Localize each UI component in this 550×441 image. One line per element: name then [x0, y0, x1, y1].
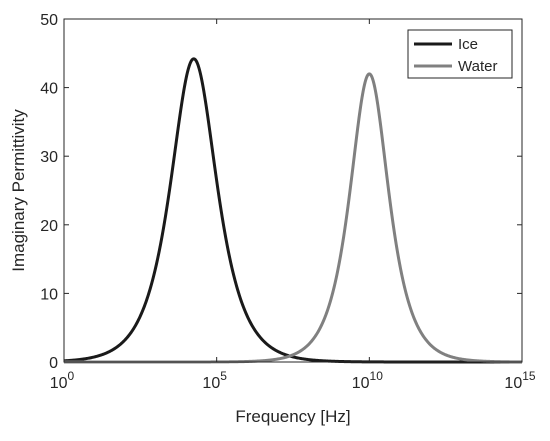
legend-box	[407, 29, 513, 79]
legend-label-ice: Ice	[458, 36, 478, 53]
x-tick-label: 105	[202, 369, 227, 392]
y-tick-label: 10	[40, 286, 58, 303]
legend: Ice Water	[407, 29, 513, 79]
plot-frame	[63, 18, 523, 363]
y-tick-label: 20	[40, 218, 58, 235]
y-tick-label: 50	[40, 12, 58, 29]
x-axis-label: Frequency [Hz]	[235, 407, 350, 426]
y-axis-label: Imaginary Permittivity	[9, 109, 28, 272]
y-tick-label: 30	[40, 149, 58, 166]
y-axis: 0 10 20 30 40 50	[40, 12, 522, 372]
x-tick-label: 1010	[352, 369, 383, 392]
x-axis: 100 105 1010 1015	[50, 19, 536, 392]
legend-label-water: Water	[458, 58, 497, 75]
y-tick-label: 40	[40, 81, 58, 98]
y-tick-label: 0	[49, 355, 58, 372]
x-tick-label: 100	[50, 369, 75, 392]
x-tick-label: 1015	[504, 369, 535, 392]
